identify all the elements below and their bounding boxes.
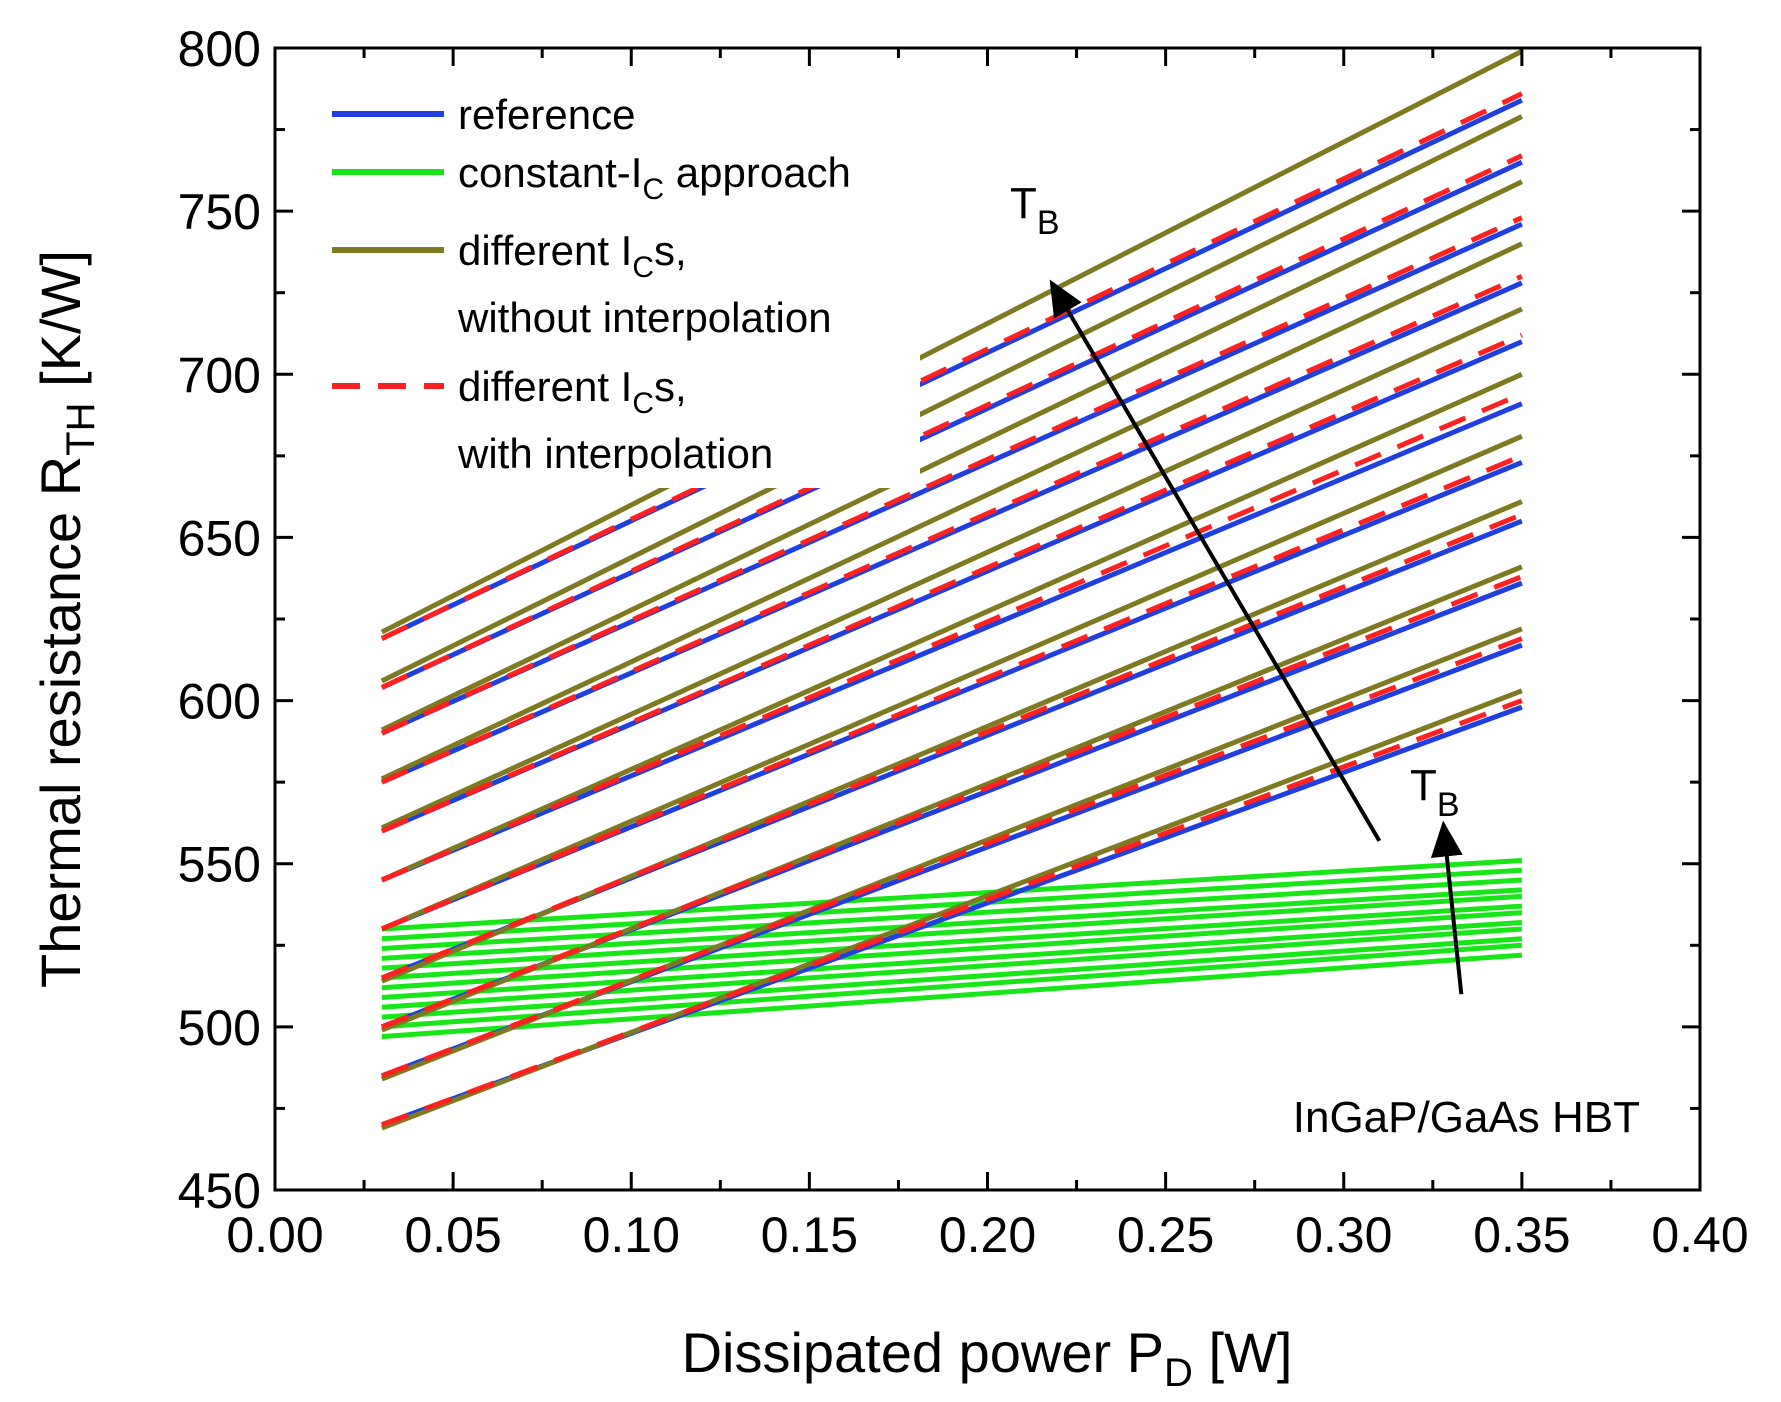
legend-background <box>290 80 920 488</box>
x-axis-title: Dissipated power PD [W] <box>682 1321 1293 1395</box>
y-tick-label: 550 <box>178 837 261 893</box>
y-tick-label: 500 <box>178 1000 261 1056</box>
y-tick-label: 800 <box>178 21 261 77</box>
series-1-line-7 <box>381 893 1523 971</box>
series-1-line-3 <box>381 926 1523 1010</box>
x-tick-label: 0.15 <box>761 1207 858 1263</box>
axes: 0.00 0.05 0.10 0.15 0.20 0.25 0.30 0.35 0.40 450 5… <box>178 21 1749 1263</box>
x-tick-label: 0.00 <box>226 1207 323 1263</box>
x-tick-label: 0.10 <box>583 1207 680 1263</box>
series-2-line-7 <box>380 241 1523 782</box>
x-tick-label: 0.40 <box>1651 1207 1748 1263</box>
series-1-line-11 <box>381 857 1523 932</box>
tb-arrow-upper <box>1049 279 1382 842</box>
y-tick-label: 650 <box>178 510 261 566</box>
y-tick-label: 750 <box>178 184 261 240</box>
series-2-line-8 <box>380 179 1523 733</box>
series-1-line-8 <box>381 887 1523 961</box>
series-1-line-6 <box>381 903 1523 981</box>
series-3-line-3 <box>380 512 1523 981</box>
y-axis-title: Thermal resistance RTH [K/W] <box>29 250 103 988</box>
series-2-line-10 <box>380 49 1524 635</box>
series-3-line-6 <box>380 332 1523 834</box>
series-3-line-9 <box>380 153 1523 690</box>
series-1-line-0 <box>381 952 1523 1040</box>
x-tick-label: 0.20 <box>939 1207 1036 1263</box>
series-3-line-2 <box>380 574 1523 1030</box>
series-3-line-4 <box>380 453 1523 932</box>
series-2-line-9 <box>380 114 1523 684</box>
annotations: TB TB InGaP/GaAs HBT <box>1010 179 1640 1142</box>
tb-arrow-upper-label: TB <box>1010 179 1060 242</box>
x-tick-label: 0.30 <box>1295 1207 1392 1263</box>
legend-label-reference: reference <box>458 91 635 138</box>
series-3-line-10 <box>380 91 1523 641</box>
tb-arrow-lower-label: TB <box>1410 761 1460 824</box>
series-1-line-10 <box>381 867 1523 942</box>
series-3-line-0 <box>381 698 1523 1128</box>
tb-arrow-lower <box>1430 820 1464 995</box>
x-tick-label: 0.25 <box>1117 1207 1214 1263</box>
series-layer <box>380 49 1524 1131</box>
series-3-line-7 <box>380 274 1523 785</box>
y-tick-label: 700 <box>178 347 261 403</box>
series-2-line-4 <box>380 433 1523 932</box>
series-1-line-1 <box>381 942 1523 1030</box>
series-1-line-4 <box>381 919 1523 1000</box>
legend-label-constant: constant-IC approach <box>458 149 851 206</box>
series-1-line-5 <box>381 910 1523 991</box>
device-label: InGaP/GaAs HBT <box>1293 1093 1640 1142</box>
x-tick-label: 0.35 <box>1473 1207 1570 1263</box>
legend-label-no_interp-line2: without interpolation <box>457 294 832 341</box>
x-tick-label: 0.05 <box>404 1207 501 1263</box>
y-tick-label: 450 <box>178 1163 261 1219</box>
series-3-line-8 <box>380 215 1523 736</box>
y-tick-label: 600 <box>178 674 261 730</box>
series-3-line-1 <box>380 636 1523 1079</box>
legend-label-interp: different ICs, <box>458 363 687 420</box>
legend-label-no_interp: different ICs, <box>458 227 687 284</box>
legend: reference constant-IC approach different I… <box>332 91 851 477</box>
series-3-line-5 <box>380 391 1523 883</box>
series-2-line-6 <box>380 306 1523 831</box>
series-2-line-5 <box>380 372 1523 883</box>
legend-label-interp-line2: with interpolation <box>457 430 773 477</box>
